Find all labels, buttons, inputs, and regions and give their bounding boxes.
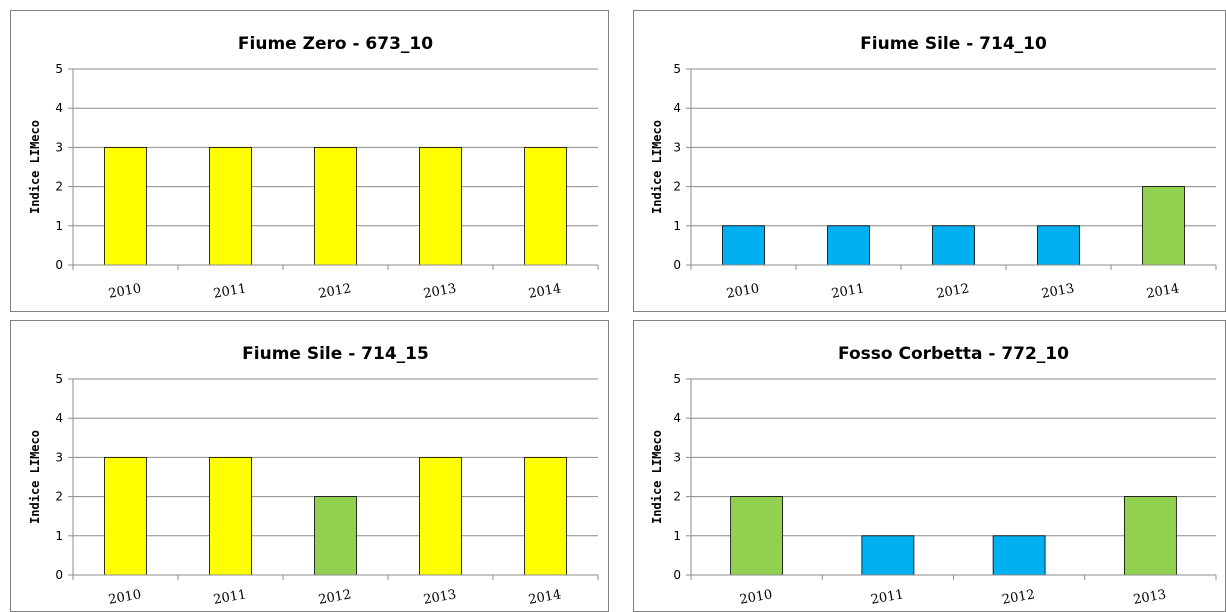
y-tick-label: 2 bbox=[673, 490, 681, 504]
y-tick-label: 2 bbox=[673, 180, 681, 194]
x-tick-label: 2010 bbox=[725, 281, 760, 302]
x-tick-label: 2011 bbox=[212, 587, 247, 608]
chart-panel-4: Fosso Corbetta - 772_10 0 1 2 3 4 5 Indice LIMe… bbox=[633, 320, 1226, 612]
y-tick-label: 0 bbox=[55, 568, 63, 582]
bar-2011 bbox=[209, 456, 252, 576]
chart-title: Fosso Corbetta - 772_10 bbox=[838, 344, 1069, 364]
bar-2010 bbox=[730, 496, 784, 576]
y-tick-label: 2 bbox=[55, 180, 63, 194]
chart-panel-1: Fiume Zero - 673_10 0 1 2 3 4 5 Indice LIMeco 20… bbox=[10, 10, 609, 312]
chart-title: Fiume Sile - 714_10 bbox=[860, 34, 1047, 54]
bar-2012 bbox=[992, 535, 1046, 576]
chart-title: Fiume Zero - 673_10 bbox=[238, 34, 433, 54]
x-tick-label: 2013 bbox=[1040, 281, 1075, 302]
x-tick-label: 2013 bbox=[422, 281, 457, 302]
chart-4: Fosso Corbetta - 772_10 0 1 2 3 4 5 Indice LIMe… bbox=[650, 344, 1217, 608]
y-tick-label: 0 bbox=[673, 258, 681, 272]
y-tick-label: 3 bbox=[673, 140, 681, 154]
chart-1: Fiume Zero - 673_10 0 1 2 3 4 5 Indice LIMeco 20… bbox=[28, 34, 599, 302]
y-tick-label: 1 bbox=[55, 529, 63, 543]
bar-2011 bbox=[861, 535, 915, 576]
y-axis-label: Indice LIMeco bbox=[28, 120, 42, 214]
chart-3: Fiume Sile - 714_15 0 1 2 3 4 5 Indice LIMeco 20… bbox=[28, 344, 599, 608]
x-tick-label: 2012 bbox=[317, 587, 352, 608]
x-tick-label: 2010 bbox=[738, 587, 773, 608]
chart-title: Fiume Sile - 714_15 bbox=[242, 344, 429, 364]
bar-2012 bbox=[314, 146, 357, 266]
x-tick-label: 2010 bbox=[107, 587, 142, 608]
y-tick-label: 4 bbox=[673, 101, 681, 115]
y-axis-label: Indice LIMeco bbox=[650, 120, 664, 214]
bar-2012 bbox=[932, 225, 975, 266]
x-tick-label: 2011 bbox=[830, 281, 865, 302]
y-tick-label: 0 bbox=[55, 258, 63, 272]
y-axis-label: Indice LIMeco bbox=[650, 430, 664, 524]
y-tick-label: 0 bbox=[673, 568, 681, 582]
y-tick-label: 3 bbox=[55, 450, 63, 464]
x-tick-label: 2010 bbox=[107, 281, 142, 302]
bar-2010 bbox=[104, 456, 147, 576]
x-tick-label: 2012 bbox=[935, 281, 970, 302]
y-tick-label: 1 bbox=[673, 529, 681, 543]
bar-2011 bbox=[209, 146, 252, 266]
bar-2010 bbox=[104, 146, 147, 266]
y-tick-label: 5 bbox=[673, 62, 681, 76]
bar-2014 bbox=[524, 456, 567, 576]
x-tick-label: 2014 bbox=[1145, 281, 1180, 302]
x-tick-label: 2014 bbox=[527, 587, 562, 608]
y-tick-label: 5 bbox=[55, 372, 63, 386]
chart-panel-3: Fiume Sile - 714_15 0 1 2 3 4 5 Indice LIMeco 20… bbox=[10, 320, 609, 612]
x-tick-label: 2011 bbox=[870, 587, 905, 608]
y-tick-label: 4 bbox=[673, 411, 681, 425]
bar-2013 bbox=[1123, 496, 1177, 576]
bar-2011 bbox=[827, 225, 870, 266]
bar-2013 bbox=[419, 146, 462, 266]
chart-2: Fiume Sile - 714_10 0 1 2 3 4 5 Indice LIMeco 20… bbox=[650, 34, 1217, 302]
x-tick-label: 2013 bbox=[1132, 587, 1167, 608]
y-tick-label: 1 bbox=[673, 219, 681, 233]
bar-2014 bbox=[1142, 186, 1185, 266]
x-tick-label: 2012 bbox=[317, 281, 352, 302]
y-tick-label: 4 bbox=[55, 411, 63, 425]
x-tick-label: 2014 bbox=[527, 281, 562, 302]
chart-panel-2: Fiume Sile - 714_10 0 1 2 3 4 5 Indice LIMeco 20… bbox=[633, 10, 1226, 312]
bar-2013 bbox=[1037, 225, 1080, 266]
bar-2014 bbox=[524, 146, 567, 266]
y-tick-label: 3 bbox=[55, 140, 63, 154]
x-tick-label: 2012 bbox=[1001, 587, 1036, 608]
y-tick-label: 4 bbox=[55, 101, 63, 115]
bar-2012 bbox=[314, 496, 357, 576]
y-tick-label: 1 bbox=[55, 219, 63, 233]
x-tick-label: 2011 bbox=[212, 281, 247, 302]
y-tick-label: 5 bbox=[673, 372, 681, 386]
y-tick-label: 3 bbox=[673, 450, 681, 464]
x-tick-label: 2013 bbox=[422, 587, 457, 608]
y-tick-label: 5 bbox=[55, 62, 63, 76]
y-tick-label: 2 bbox=[55, 490, 63, 504]
bar-2010 bbox=[722, 225, 765, 266]
y-axis-label: Indice LIMeco bbox=[28, 430, 42, 524]
bar-2013 bbox=[419, 456, 462, 576]
